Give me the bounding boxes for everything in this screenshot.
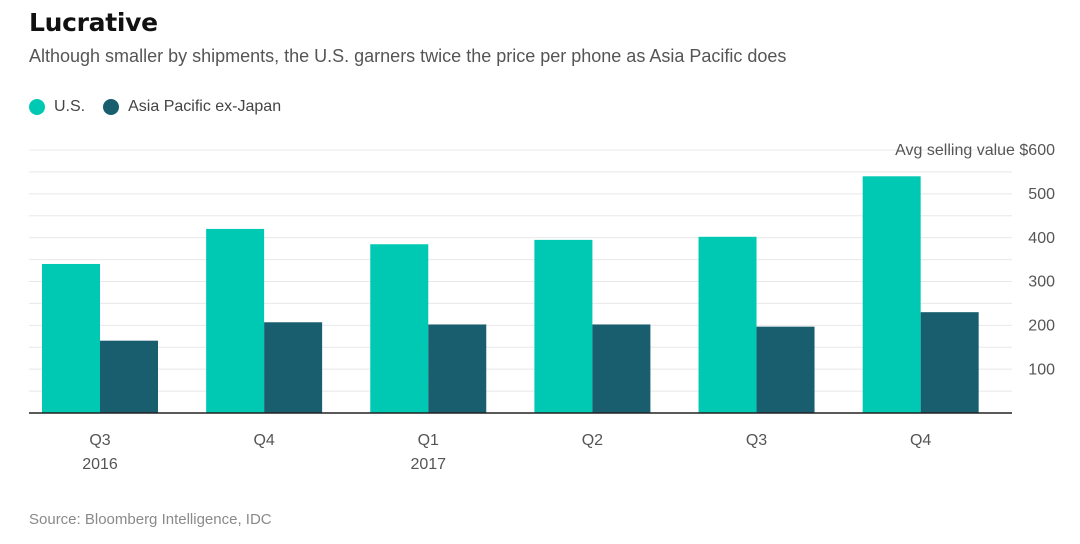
y-tick-label: Avg selling value $600	[895, 142, 1055, 159]
bar-apac	[592, 324, 651, 413]
legend: U.S. Asia Pacific ex-Japan	[29, 98, 299, 116]
bar-us	[534, 239, 593, 413]
y-tick-label: 300	[1028, 274, 1055, 291]
bar-apac	[428, 324, 487, 413]
legend-swatch-apac	[103, 99, 120, 115]
x-tick-label: Q4	[253, 432, 274, 449]
legend-swatch-us	[29, 99, 45, 115]
x-tick-label: Q3	[89, 432, 110, 449]
chart-title: Lucrative	[29, 8, 158, 37]
bar-us	[698, 236, 757, 413]
x-year-label: 2016	[82, 456, 118, 473]
legend-label-apac: Asia Pacific ex-Japan	[128, 98, 282, 115]
bar-apac	[264, 322, 323, 413]
x-tick-label: Q4	[910, 432, 931, 449]
bar-us	[206, 228, 265, 413]
x-year-label: 2017	[410, 456, 446, 473]
bar-apac	[756, 326, 815, 413]
chart-subtitle: Although smaller by shipments, the U.S. …	[29, 46, 787, 66]
legend-item-us: U.S.	[29, 98, 85, 116]
bar-us	[862, 176, 921, 413]
legend-label-us: U.S.	[54, 98, 86, 115]
bar-us	[370, 244, 429, 413]
bar-us	[42, 263, 100, 413]
x-tick-label: Q3	[746, 432, 767, 449]
y-tick-label: 200	[1028, 318, 1055, 335]
y-tick-label: 100	[1028, 361, 1055, 378]
bar-apac	[100, 340, 158, 413]
y-tick-label: 500	[1028, 186, 1055, 203]
legend-item-apac: Asia Pacific ex-Japan	[103, 98, 281, 116]
x-tick-label: Q2	[582, 432, 603, 449]
x-tick-label: Q1	[418, 432, 439, 449]
y-tick-label: 400	[1028, 230, 1055, 247]
source-note: Source: Bloomberg Intelligence, IDC	[29, 511, 272, 528]
bar-apac	[920, 312, 979, 413]
